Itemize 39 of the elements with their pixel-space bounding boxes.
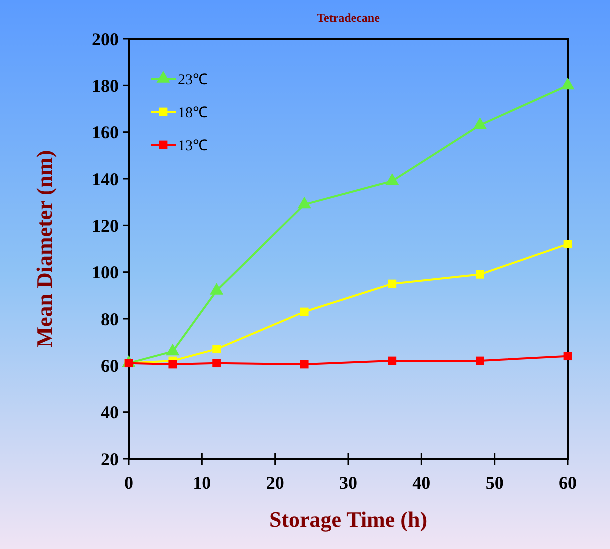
point: [473, 117, 487, 130]
y-tick-label: 60: [101, 356, 119, 376]
y-tick-label: 180: [92, 76, 119, 96]
legend-label: 23℃: [178, 72, 208, 88]
legend-label: 18℃: [178, 105, 208, 122]
point: [386, 173, 400, 186]
point: [561, 78, 575, 90]
point: [300, 308, 309, 316]
point: [476, 270, 484, 279]
y-tick-label: 200: [92, 29, 119, 50]
x-tick-label: 50: [486, 473, 504, 493]
x-tick-label: 40: [412, 473, 431, 493]
x-axis-title: Storage Time (h): [269, 507, 428, 532]
point: [300, 360, 309, 369]
x-tick-label: 30: [340, 473, 358, 493]
y-tick-label: 120: [92, 216, 119, 236]
point: [212, 359, 221, 368]
x-tick-label: 10: [193, 473, 212, 493]
y-axis-title: Mean Diameter (nm): [32, 150, 57, 348]
y-tick-label: 140: [92, 169, 119, 190]
legend-label: 13℃: [178, 138, 208, 154]
point: [388, 356, 397, 366]
y-tick-label: 20: [101, 449, 119, 470]
point: [298, 196, 312, 209]
point: [564, 352, 572, 361]
y-tick-label: 160: [92, 122, 119, 143]
point: [388, 280, 397, 288]
point: [564, 240, 572, 249]
point: [210, 283, 224, 295]
x-tick-label: 20: [266, 473, 284, 493]
y-tick-label: 40: [101, 402, 119, 423]
x-tick-label: 0: [124, 473, 134, 493]
y-tick-label: 80: [101, 309, 119, 330]
point: [212, 345, 221, 354]
point: [476, 356, 484, 366]
point: [168, 360, 178, 369]
x-tick-label: 60: [559, 473, 577, 493]
y-tick-label: 100: [92, 262, 119, 283]
chart-title: Tetradecane: [317, 11, 381, 25]
